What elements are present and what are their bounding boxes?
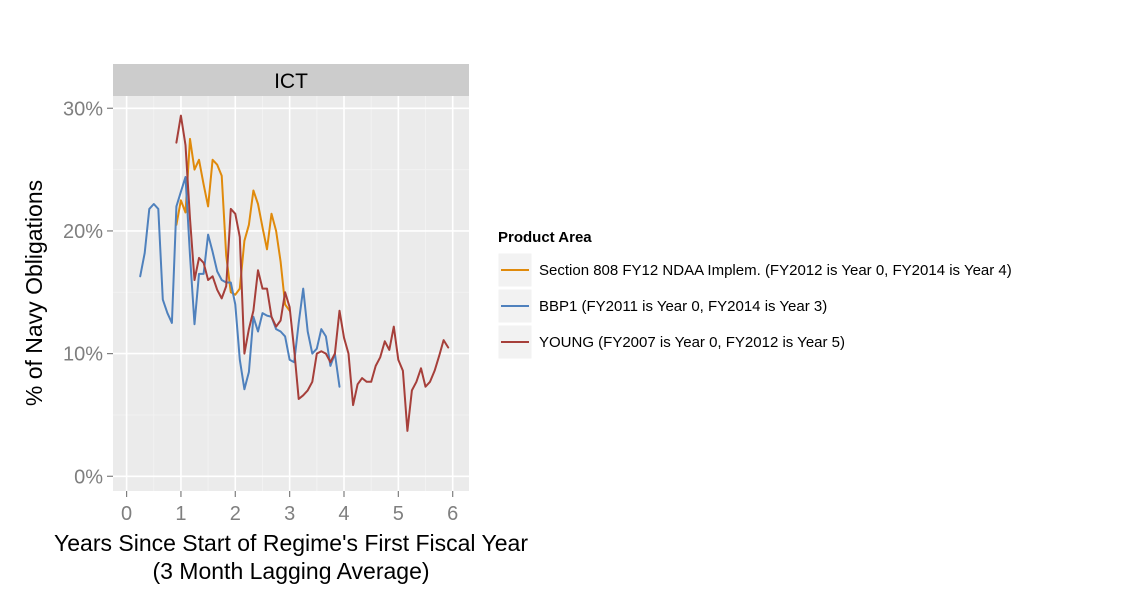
x-tick-label: 6 <box>447 503 458 525</box>
x-tick-label: 1 <box>175 503 186 525</box>
facet-strip-label: ICT <box>274 70 308 93</box>
legend-label: BBP1 (FY2011 is Year 0, FY2014 is Year 3… <box>539 298 827 315</box>
plot-panel <box>113 96 469 491</box>
series-lines <box>139 114 450 432</box>
x-tick-label: 0 <box>121 503 132 525</box>
x-tick-label: 3 <box>284 503 295 525</box>
legend-item: YOUNG (FY2007 is Year 0, FY2012 is Year … <box>497 324 845 360</box>
y-tick-label: 20% <box>63 221 103 243</box>
legend: Product Area Section 808 FY12 NDAA Imple… <box>497 229 1012 360</box>
series-line-2 <box>175 114 450 432</box>
legend-item: BBP1 (FY2011 is Year 0, FY2014 is Year 3… <box>497 288 827 324</box>
y-tick-label: 10% <box>63 344 103 366</box>
x-tick-label: 5 <box>393 503 404 525</box>
y-tick-label: 30% <box>63 98 103 120</box>
legend-label: YOUNG (FY2007 is Year 0, FY2012 is Year … <box>539 334 845 351</box>
x-axis: 0 1 2 3 4 5 6 <box>121 491 458 525</box>
legend-title: Product Area <box>498 229 592 246</box>
y-axis: 0% 10% 20% 30% <box>63 98 113 488</box>
x-axis-title-line-2: (3 Month Lagging Average) <box>152 558 429 584</box>
legend-item: Section 808 FY12 NDAA Implem. (FY2012 is… <box>497 252 1012 288</box>
x-axis-title-line-1: Years Since Start of Regime's First Fisc… <box>54 530 528 556</box>
y-axis-title: % of Navy Obligations <box>21 180 47 406</box>
facet-strip <box>113 64 469 96</box>
major-grid <box>113 96 469 491</box>
x-tick-label: 4 <box>338 503 349 525</box>
series-line-1 <box>139 176 341 391</box>
x-tick-label: 2 <box>230 503 241 525</box>
legend-label: Section 808 FY12 NDAA Implem. (FY2012 is… <box>539 262 1012 279</box>
y-tick-label: 0% <box>74 466 103 488</box>
